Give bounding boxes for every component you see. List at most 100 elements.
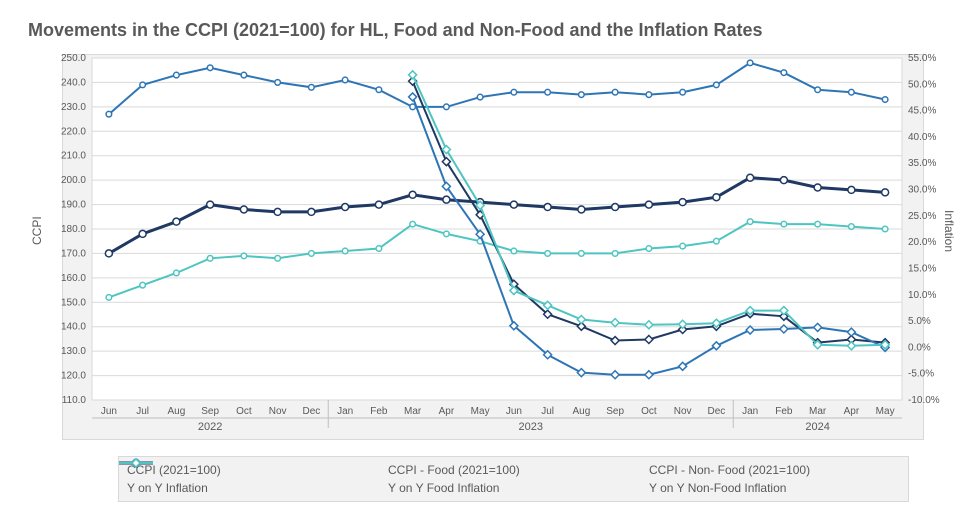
marker <box>815 221 821 227</box>
legend-item: Y on Y Non-Food Inflation <box>649 481 900 495</box>
marker <box>274 208 281 215</box>
x-tick: Nov <box>674 406 692 417</box>
marker <box>511 248 517 254</box>
y-left-tick: 150.0 <box>61 297 86 308</box>
chart-container: Movements in the CCPI (2021=100) for HL,… <box>0 0 969 520</box>
marker <box>342 248 348 254</box>
legend-swatch <box>119 457 153 469</box>
marker <box>849 89 855 95</box>
y-left-tick: 120.0 <box>61 371 86 382</box>
y-right-tick: 30.0% <box>908 185 936 196</box>
marker <box>308 208 315 215</box>
marker <box>174 72 180 78</box>
y-left-tick: 210.0 <box>61 151 86 162</box>
marker <box>645 201 652 208</box>
x-tick: Jul <box>136 406 149 417</box>
legend-label: CCPI - Food (2021=100) <box>388 463 520 477</box>
marker <box>275 256 281 262</box>
marker <box>376 87 382 93</box>
y-right-tick: 5.0% <box>908 316 931 327</box>
marker <box>444 231 450 237</box>
x-tick: Apr <box>439 406 455 417</box>
legend-label: Y on Y Inflation <box>127 481 208 495</box>
x-tick: Mar <box>809 406 827 417</box>
marker <box>106 111 112 117</box>
x-tick: Jun <box>101 406 117 417</box>
legend-label: CCPI - Non- Food (2021=100) <box>649 463 810 477</box>
x-tick: Jul <box>541 406 554 417</box>
marker <box>342 204 349 211</box>
marker <box>714 82 720 88</box>
marker <box>140 82 146 88</box>
marker <box>309 251 315 257</box>
marker <box>579 251 585 257</box>
marker <box>207 256 213 262</box>
marker <box>747 174 754 181</box>
marker <box>882 189 889 196</box>
marker <box>646 92 652 98</box>
y-left-tick: 160.0 <box>61 273 86 284</box>
marker <box>612 251 618 257</box>
marker <box>747 219 753 225</box>
x-tick: Sep <box>606 406 624 417</box>
marker <box>240 206 247 213</box>
marker <box>579 92 585 98</box>
year-label: 2024 <box>805 421 829 433</box>
marker <box>713 194 720 201</box>
marker <box>140 282 146 288</box>
legend-item: Y on Y Inflation <box>127 481 378 495</box>
marker <box>409 191 416 198</box>
y-right-tick: 35.0% <box>908 158 936 169</box>
marker <box>106 295 112 301</box>
chart-svg: 110.0120.0130.0140.0150.0160.0170.0180.0… <box>0 0 969 520</box>
marker <box>815 87 821 93</box>
x-tick: Mar <box>404 406 422 417</box>
legend-item: CCPI (2021=100) <box>127 463 378 477</box>
x-tick: Jan <box>337 406 353 417</box>
marker <box>714 238 720 244</box>
marker <box>511 89 517 95</box>
marker <box>747 60 753 66</box>
x-tick: Oct <box>236 406 252 417</box>
marker <box>207 201 214 208</box>
marker <box>477 94 483 100</box>
marker <box>882 97 888 103</box>
marker <box>781 70 787 76</box>
y-right-tick: -10.0% <box>908 395 940 406</box>
legend-item: CCPI - Food (2021=100) <box>388 463 639 477</box>
marker <box>241 253 247 259</box>
x-tick: Jan <box>742 406 758 417</box>
y-right-tick: 0.0% <box>908 342 931 353</box>
marker <box>376 246 382 252</box>
marker <box>173 218 180 225</box>
marker <box>780 177 787 184</box>
y-right-tick: 40.0% <box>908 132 936 143</box>
marker <box>849 224 855 230</box>
y-right-tick: 20.0% <box>908 237 936 248</box>
x-tick: May <box>876 406 895 417</box>
y-left-tick: 230.0 <box>61 102 86 113</box>
marker <box>444 104 450 110</box>
marker <box>375 201 382 208</box>
marker <box>578 206 585 213</box>
y-right-tick: 10.0% <box>908 290 936 301</box>
x-tick: Nov <box>269 406 287 417</box>
marker <box>781 221 787 227</box>
legend-label: Y on Y Food Inflation <box>388 481 499 495</box>
legend-item: CCPI - Non- Food (2021=100) <box>649 463 900 477</box>
y-right-tick: -5.0% <box>908 369 934 380</box>
y-right-tick: 15.0% <box>908 263 936 274</box>
y-right-tick: 25.0% <box>908 211 936 222</box>
x-tick: Aug <box>167 406 185 417</box>
marker <box>612 89 618 95</box>
y-left-tick: 170.0 <box>61 248 86 259</box>
marker <box>680 89 686 95</box>
y-right-tick: 55.0% <box>908 53 936 64</box>
marker <box>545 251 551 257</box>
marker <box>646 246 652 252</box>
x-tick: Dec <box>707 406 725 417</box>
year-label: 2023 <box>519 421 543 433</box>
y-left-tick: 200.0 <box>61 175 86 186</box>
y-left-tick: 180.0 <box>61 224 86 235</box>
x-tick: Sep <box>201 406 219 417</box>
